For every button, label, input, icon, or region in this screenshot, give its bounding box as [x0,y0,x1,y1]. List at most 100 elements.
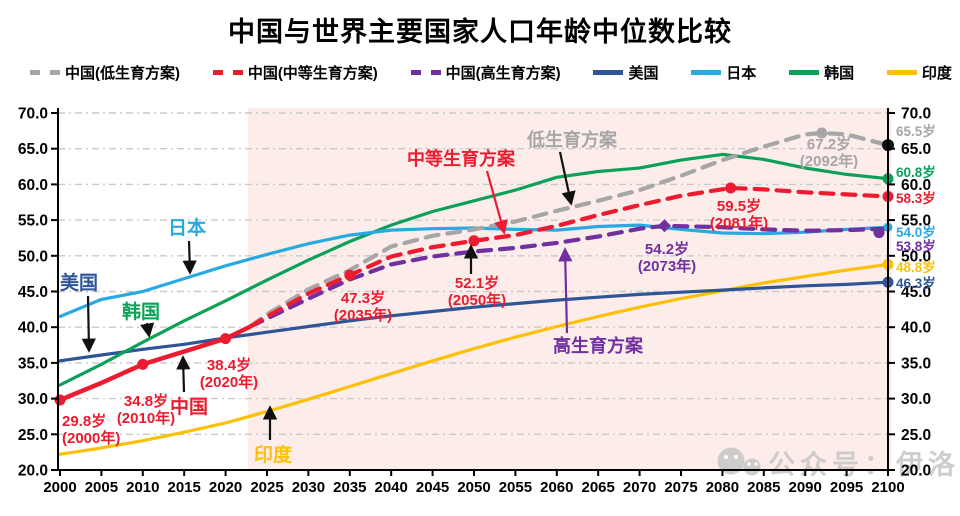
y-tick-label-right: 60.0 [901,177,931,194]
y-tick-label-right: 55.0 [901,213,931,230]
y-tick-label-right: 65.0 [901,141,931,158]
legend-label: 中国(中等生育方案) [247,65,378,82]
y-tick-label-left: 50.0 [18,248,48,265]
data-marker [725,182,737,194]
legend: 中国(低生育方案) 中国(中等生育方案) 中国(高生育方案) 美国 日本 韩国 印度 [30,62,952,83]
endpoint-label: 60.8岁 [896,164,936,180]
legend-line-swatch [593,70,624,75]
series-usa [58,280,890,363]
legend-item-5: 韩国 [789,62,854,83]
annotation-text: 38.4岁 [207,356,251,374]
x-tick-label: 2020 [209,479,242,496]
data-marker [468,235,480,247]
y-tick-label-right: 50.0 [901,248,931,265]
x-tick-label: 2060 [540,479,573,496]
x-tick-label: 2015 [168,479,201,496]
x-tick-label: 2050 [457,479,490,496]
legend-line-swatch [410,70,441,75]
annotation-text: 52.1岁 [455,274,499,292]
y-tick-label-right: 35.0 [901,355,931,372]
y-tick-label-left: 70.0 [18,106,48,123]
legend-item-6: 印度 [886,62,952,83]
annotation-text: (2073年) [638,257,696,275]
legend-label: 中国(低生育方案) [65,65,180,82]
y-tick-label-right: 45.0 [901,284,931,301]
y-tick-label-right: 20.0 [901,463,931,480]
annotation-text: 47.3岁 [341,289,385,307]
y-tick-label-left: 65.0 [18,141,48,158]
annotation-text: 中国 [170,395,208,418]
annotation-text: (2092年) [800,152,858,170]
x-tick-label: 2070 [623,479,656,496]
legend-label: 中国(高生育方案) [445,65,561,82]
legend-label: 美国 [628,65,659,82]
tick-labels: 70.0 70.0 65.0 65.0 60.0 60.0 55.0 55.0 50.0 50.0… [18,106,931,497]
legend-item-4: 日本 [691,62,756,83]
legend-line-swatch [691,70,722,75]
watermark-text: 公众号：伊洛 [768,450,960,480]
y-tick-label-right: 25.0 [901,427,931,444]
annotation-text: (2035年) [334,306,392,324]
x-tick-label: 2075 [664,479,697,496]
annotation-text: 高生育方案 [553,335,644,356]
x-tick-label: 2035 [333,479,366,496]
page-title: 中国与世界主要国家人口年龄中位数比较 [228,17,732,47]
y-tick-label-right: 70.0 [901,106,931,123]
y-tick-label-left: 55.0 [18,213,48,230]
endpoint-label: 65.5岁 [896,123,936,139]
endpoint-label: 58.3岁 [896,190,936,206]
x-tick-label: 2095 [830,479,863,496]
y-tick-label-left: 35.0 [18,355,48,372]
legend-item-0: 中国(低生育方案) [30,62,180,83]
annotation-arrow [182,240,197,275]
axes [51,108,895,476]
legend-line-swatch [789,70,820,75]
x-tick-label: 2000 [43,479,76,496]
legend-line-swatch [212,70,243,75]
annotation-text: (2010年) [117,409,175,427]
annotation-text: (2050年) [448,291,506,309]
annotation-text: 59.5岁 [717,197,761,215]
annotation-text: (2020年) [200,373,258,391]
series-india [58,262,890,456]
x-tick-label: 2030 [292,479,325,496]
legend-line-swatch [886,70,917,75]
annotation-text: 34.8岁 [124,392,168,410]
legend-label: 韩国 [824,65,855,82]
forecast-region [247,108,892,470]
data-marker [137,358,149,370]
annotation-text: 中等生育方案 [407,148,516,169]
y-tick-label-left: 40.0 [18,320,48,337]
annotation-text: 日本 [168,216,206,239]
annotation-text: 美国 [60,271,98,294]
annotation-text: (2081年) [710,214,768,232]
x-tick-label: 2025 [250,479,283,496]
annotation-text: 67.2岁 [807,135,851,153]
x-tick-label: 2005 [85,479,118,496]
legend-item-3: 美国 [593,62,658,83]
x-tick-label: 2065 [582,479,615,496]
series-china-high [248,223,891,329]
x-tick-label: 2090 [789,479,822,496]
endpoint-label: 54.0岁 [896,224,936,240]
series-korea [58,152,890,387]
y-tick-label-left: 30.0 [18,391,48,408]
series-china-low [248,130,891,329]
endpoint-label: 53.8岁 [896,238,936,254]
data-marker [657,219,671,233]
legend-label: 印度 [921,65,952,82]
x-tick-label: 2085 [747,479,780,496]
legend-item-2: 中国(高生育方案) [410,62,561,83]
x-tick-label: 2055 [499,479,532,496]
legend-label: 日本 [726,65,757,82]
x-tick-label: 2045 [416,479,449,496]
data-marker [220,333,232,345]
annotation-text: 韩国 [122,300,160,323]
annotation-text: 29.8岁 [62,412,106,430]
series-china-medium [248,185,891,329]
annotation-text: 54.2岁 [645,240,689,258]
legend-line-swatch [30,70,60,75]
x-tick-label: 2040 [375,479,408,496]
